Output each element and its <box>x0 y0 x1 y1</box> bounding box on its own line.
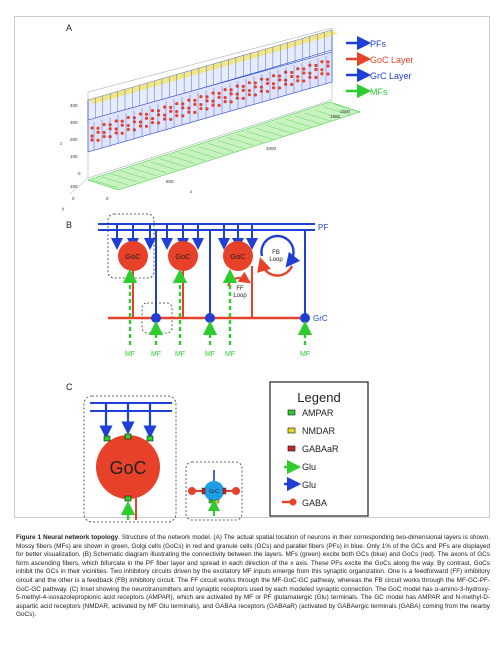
legend-goc-layer: GoC Layer <box>370 55 414 65</box>
caption-title: Figure 1 Neural network topology <box>16 534 119 541</box>
goc-grc-layer <box>87 51 333 153</box>
mf-label: MF <box>300 351 310 358</box>
z-tick: 300 <box>70 120 78 125</box>
ff-loop-label: FF Loop <box>233 286 247 299</box>
y-axis-label: y <box>62 206 65 211</box>
pf-layer <box>87 29 338 123</box>
depth-tick: 1500 <box>340 109 351 114</box>
goc-label: GoC <box>125 252 141 261</box>
grc-label-b: GrC <box>313 314 328 323</box>
y-tick: 0 <box>72 196 75 201</box>
goc-cell <box>168 241 198 271</box>
z-tick: 400 <box>70 103 78 108</box>
grc-cell-small <box>204 481 224 501</box>
legend-title: Legend <box>297 390 340 405</box>
x-tick: 0 <box>106 196 109 201</box>
mf-label: MF <box>125 351 135 358</box>
panel-a-legend: PFs GoC Layer GrC Layer MFs <box>346 35 414 99</box>
grc-cell <box>205 313 215 323</box>
goc-label-c: GoC <box>109 458 146 478</box>
panel-label-c: C <box>66 382 73 392</box>
panel-label-b: B <box>66 220 72 230</box>
pf-label: PF <box>318 223 328 232</box>
x-tick: 500 <box>166 179 174 184</box>
mf-layer <box>87 101 361 191</box>
goc-cell <box>118 241 148 271</box>
legend-nmdar: NMDAR <box>302 426 335 436</box>
legend-glu-green: Glu <box>302 462 316 472</box>
mf-label: MF <box>225 351 235 358</box>
figure-caption: Figure 1 Neural network topology. Struct… <box>16 534 490 620</box>
grc-label-c: GrC <box>209 489 219 495</box>
legend-pfs: PFs <box>370 39 387 49</box>
legend-gaba: GABA <box>302 498 327 508</box>
goc-label: GoC <box>230 252 246 261</box>
figure-graphics: A 400 300 200 <box>60 23 414 523</box>
legend-ampar: AMPAR <box>302 408 334 418</box>
z-tick: 100 <box>70 154 78 159</box>
panel-c-legend: Legend AMPAR NMDAR GABAaR Glu Glu GABA <box>269 381 369 517</box>
panel-label-a: A <box>66 23 72 33</box>
x-axis-label: x <box>190 189 193 194</box>
panel-b-diagram: PF <box>98 213 328 358</box>
caption-text: . Structure of the network model. (A) Th… <box>16 534 490 619</box>
mf-label: MF <box>205 351 215 358</box>
legend-glu-blue: Glu <box>302 480 316 490</box>
figure-frame <box>14 16 490 518</box>
legend-gabaar: GABAaR <box>302 444 339 454</box>
mf-label: MF <box>151 351 161 358</box>
z-tick: 200 <box>70 137 78 142</box>
goc-cell <box>223 241 253 271</box>
panel-c-grc-inset: GrC <box>185 461 243 521</box>
panel-c-goc-inset: GoC <box>83 395 177 523</box>
z-axis-label: z <box>60 141 63 146</box>
legend-grc-layer: GrC Layer <box>370 71 412 81</box>
legend-mfs: MFs <box>370 87 388 97</box>
grc-cell <box>300 313 310 323</box>
goc-label: GoC <box>175 252 191 261</box>
x-tick: 1500 <box>330 114 341 119</box>
y-tick: 150 <box>70 184 78 189</box>
panel-a-axes: 400 300 200 100 0 z 0 500 1000 1500 x 0 … <box>60 103 351 211</box>
z-tick: 0 <box>78 171 81 176</box>
fb-loop-label: FB Loop <box>269 250 283 263</box>
goc-cell-large <box>96 435 160 499</box>
mf-label: MF <box>175 351 185 358</box>
grc-cell <box>151 313 161 323</box>
x-tick: 1000 <box>266 146 277 151</box>
